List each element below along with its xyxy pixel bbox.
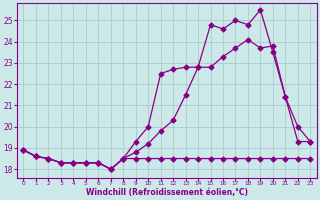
X-axis label: Windchill (Refroidissement éolien,°C): Windchill (Refroidissement éolien,°C) bbox=[86, 188, 248, 197]
